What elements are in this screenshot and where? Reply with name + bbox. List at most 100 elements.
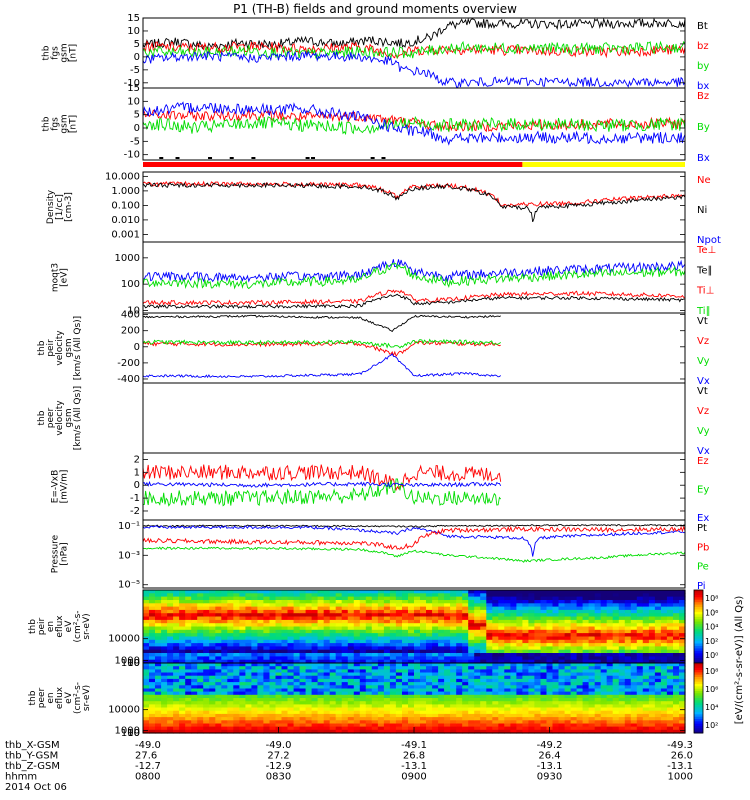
spectrogram-cell [522, 666, 529, 670]
spectrogram-cell [624, 663, 632, 667]
spectrogram-cell [438, 717, 445, 721]
spectrogram-cell [498, 639, 505, 644]
spectrogram-cell [311, 666, 319, 670]
spectrogram-cell [546, 643, 554, 647]
spectrogram-cell [221, 666, 228, 670]
spectrogram-cell [245, 675, 252, 680]
spectrogram-cell [281, 609, 289, 614]
spectrogram-cell [516, 609, 523, 614]
spectrogram-cell [432, 633, 439, 637]
spectrogram-cell [504, 600, 511, 604]
spectrogram-cell [516, 596, 523, 601]
spectrogram-cell [630, 675, 638, 680]
spectrogram-cell [468, 682, 475, 686]
colorbar-cell [694, 621, 703, 625]
spectrogram-cell [203, 666, 210, 670]
spectrogram-cell [269, 643, 277, 647]
spectrogram-cell [161, 685, 168, 690]
spectrogram-cell [365, 643, 373, 647]
y-axis-label-line: [km/s (All Qs)] [73, 386, 83, 450]
spectrogram-cell [570, 639, 578, 644]
spectrogram-cell [215, 701, 222, 705]
spectrogram-cell [618, 704, 626, 709]
spectrogram-cell [341, 590, 349, 594]
spectrogram-cell [191, 723, 198, 728]
spectrogram-cell [323, 701, 331, 705]
spectrogram-cell [257, 619, 264, 624]
spectrogram-cell [341, 663, 349, 667]
spectrogram-cell [594, 653, 602, 657]
spectrogram-cell [269, 619, 277, 624]
spectrogram-cell [305, 653, 313, 657]
spectrogram-cell [191, 623, 198, 628]
spectrogram-cell [353, 666, 361, 670]
spectrogram-cell [239, 710, 246, 715]
spectrogram-cell [173, 596, 180, 601]
spectrogram-cell [546, 593, 554, 598]
y-axis-label-line: gsm [64, 338, 74, 357]
spectrogram-cell [679, 694, 686, 699]
spectrogram-cell [558, 646, 566, 651]
spectrogram-cell [408, 590, 415, 594]
spectrogram-cell [414, 636, 421, 641]
spectrogram-cell [498, 619, 505, 624]
spectrogram-cell [486, 619, 493, 624]
spectrogram-cell [263, 669, 270, 674]
colorbar-cell [694, 619, 703, 623]
y-axis-label-line: eV [64, 691, 74, 704]
spectrogram-cell [389, 723, 397, 728]
spectrogram-cell [389, 678, 397, 683]
spectrogram-cell [630, 623, 638, 628]
spectrogram-cell [624, 682, 632, 686]
spectrogram-cell [251, 707, 258, 712]
spectrogram-cell [474, 707, 481, 712]
spectrogram-cell [528, 653, 535, 657]
spectrogram-cell [654, 663, 662, 667]
spectrogram-cell [552, 704, 560, 709]
spectrogram-cell [600, 675, 608, 680]
spectrogram-cell [540, 593, 548, 598]
spectrogram-cell [281, 704, 289, 709]
spectrogram-cell [468, 698, 475, 702]
spectrogram-cell [516, 616, 523, 621]
spectrogram-cell [498, 701, 505, 705]
spectrogram-cell [414, 623, 421, 628]
spectrogram-cell [402, 701, 409, 705]
spectrogram-cell [679, 619, 686, 624]
spectrogram-cell [462, 633, 469, 637]
spectrogram-cell [522, 649, 529, 654]
spectrogram-cell [191, 694, 198, 699]
spectrogram-cell [293, 723, 301, 728]
spectrogram-cell [660, 729, 668, 734]
spectrogram-cell [323, 659, 331, 664]
spectrogram-cell [167, 623, 174, 628]
spectrogram-cell [143, 685, 150, 690]
spectrogram-cell [287, 636, 295, 641]
spectrogram-cell [570, 636, 578, 641]
spectrogram-cell [558, 726, 566, 731]
spectrogram-cell [504, 636, 511, 641]
spectrogram-cell [612, 678, 620, 683]
spectrogram-cell [197, 717, 204, 721]
spectrogram-cell [365, 659, 373, 664]
spectrogram-cell [504, 682, 511, 686]
spectrogram-cell [353, 636, 361, 641]
spectrogram-cell [221, 609, 228, 614]
spectrogram-cell [576, 609, 584, 614]
spectrogram-cell [239, 656, 246, 661]
spectrogram-cell [305, 619, 313, 624]
spectrogram-cell [528, 720, 535, 725]
spectrogram-cell [630, 717, 638, 721]
spectrogram-cell [588, 616, 596, 621]
colorbar-cell [694, 667, 703, 671]
spectrogram-cell [450, 633, 457, 637]
spectrogram-cell [155, 596, 162, 601]
spectrogram-cell [432, 688, 439, 693]
spectrogram-cell [588, 653, 596, 657]
spectrogram-cell [588, 649, 596, 654]
spectrogram-cell [359, 653, 367, 657]
spectrogram-cell [522, 606, 529, 611]
spectrogram-cell [227, 643, 234, 647]
spectrogram-cell [395, 707, 403, 712]
